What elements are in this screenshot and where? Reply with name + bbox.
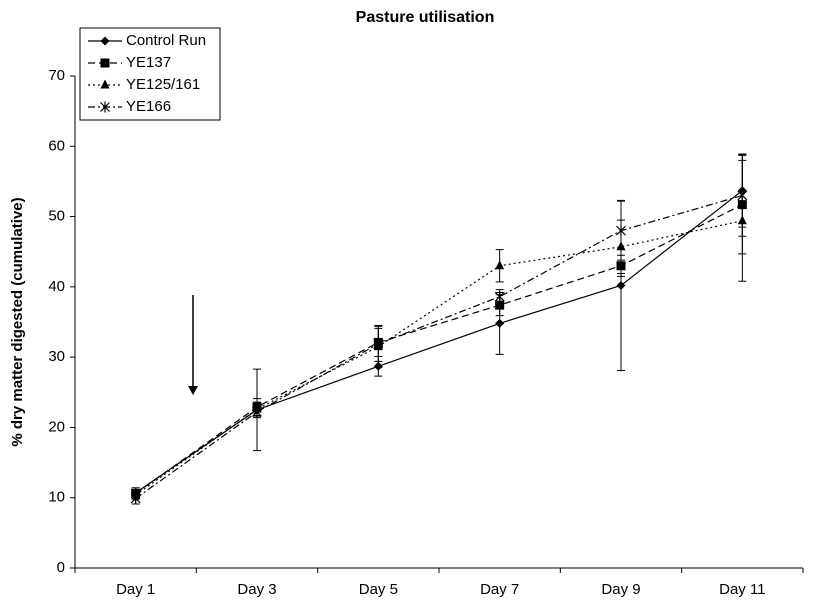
y-tick-label: 60: [48, 137, 65, 154]
marker: [130, 492, 141, 504]
x-tick-label: Day 11: [719, 581, 765, 598]
legend-label: YE137: [126, 54, 171, 71]
marker: [494, 291, 505, 303]
x-tick-label: Day 9: [601, 581, 640, 598]
marker: [616, 280, 626, 290]
legend-marker: [100, 101, 110, 113]
y-tick-label: 30: [48, 348, 65, 365]
y-tick-label: 0: [57, 559, 65, 576]
marker: [495, 260, 505, 270]
legend-marker: [100, 79, 110, 89]
marker: [252, 406, 262, 418]
y-tick-label: 50: [48, 208, 65, 225]
x-tick-label: Day 7: [480, 581, 519, 598]
series-line: [135, 190, 743, 494]
legend-marker: [100, 36, 110, 46]
legend-label: YE125/161: [126, 76, 200, 93]
y-tick-label: 70: [48, 67, 65, 84]
legend-marker: [100, 58, 110, 68]
chart-title: Pasture utilisation: [356, 9, 495, 26]
series-line: [135, 194, 743, 499]
y-tick-label: 20: [48, 418, 65, 435]
y-axis-label: % dry matter digested (cumulative): [9, 197, 26, 446]
legend-label: Control Run: [126, 32, 206, 49]
series-line: [135, 204, 743, 494]
marker: [495, 300, 505, 310]
x-tick-label: Day 5: [359, 581, 398, 598]
marker: [616, 225, 626, 237]
marker: [737, 189, 748, 201]
x-tick-label: Day 3: [237, 581, 276, 598]
arrow-head: [188, 386, 198, 395]
legend-label: YE166: [126, 98, 171, 115]
y-tick-label: 40: [48, 278, 65, 295]
marker: [495, 318, 505, 328]
marker: [373, 338, 384, 350]
x-tick-label: Day 1: [116, 581, 155, 598]
y-tick-label: 10: [48, 489, 65, 506]
